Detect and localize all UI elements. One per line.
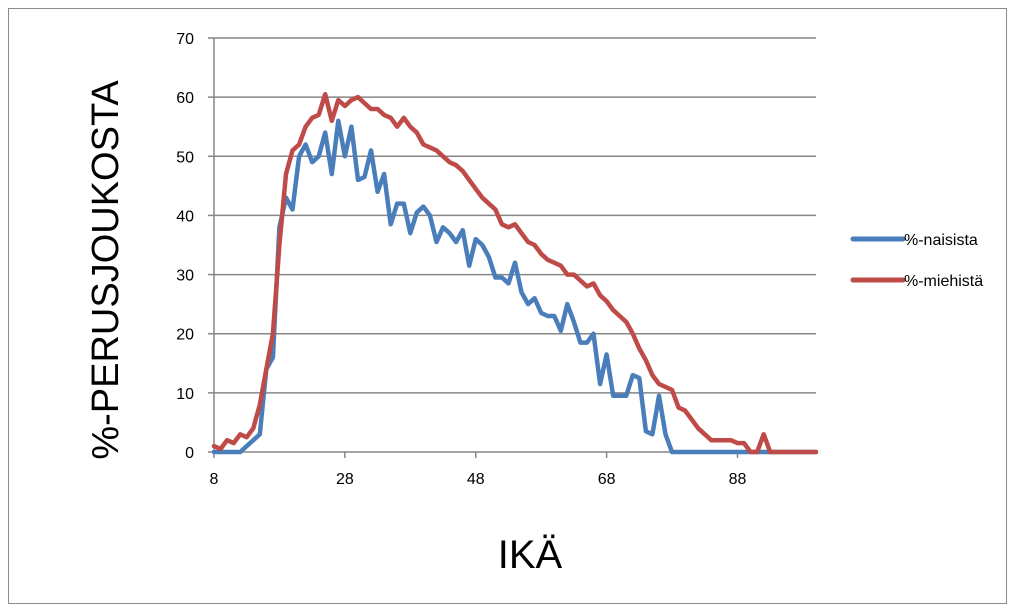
gridlines (214, 37, 816, 394)
y-tick-label: 10 (176, 386, 194, 403)
legend: %-naisista %-miehistä (850, 232, 983, 290)
y-tick-label: 40 (176, 208, 194, 225)
legend-label-miehista: %-miehistä (904, 273, 983, 290)
y-tick-label: 30 (176, 268, 194, 285)
y-axis-title: %-PERUSJOUKOSTA (85, 80, 127, 460)
x-tick-label: 48 (467, 471, 485, 488)
y-tick-label: 70 (176, 31, 194, 48)
y-tick-label: 20 (176, 327, 194, 344)
series-line-1 (211, 91, 819, 455)
y-tick-label: 50 (176, 149, 194, 166)
series-line-0 (211, 118, 819, 455)
x-tick-label: 28 (336, 471, 354, 488)
x-tick-label: 68 (598, 471, 616, 488)
chart-area (8, 8, 1007, 604)
legend-label-naisista: %-naisista (904, 232, 978, 249)
y-tick-label: 60 (176, 90, 194, 107)
tick-labels: 0 10 20 30 40 50 60 70 8 28 48 68 88 (176, 31, 746, 488)
x-axis-title: IKÄ (498, 533, 563, 577)
x-tick-label: 8 (210, 471, 219, 488)
series-lines (211, 91, 819, 455)
x-tick-label: 88 (729, 471, 747, 488)
y-tick-label: 0 (185, 445, 194, 462)
axes (208, 37, 816, 458)
